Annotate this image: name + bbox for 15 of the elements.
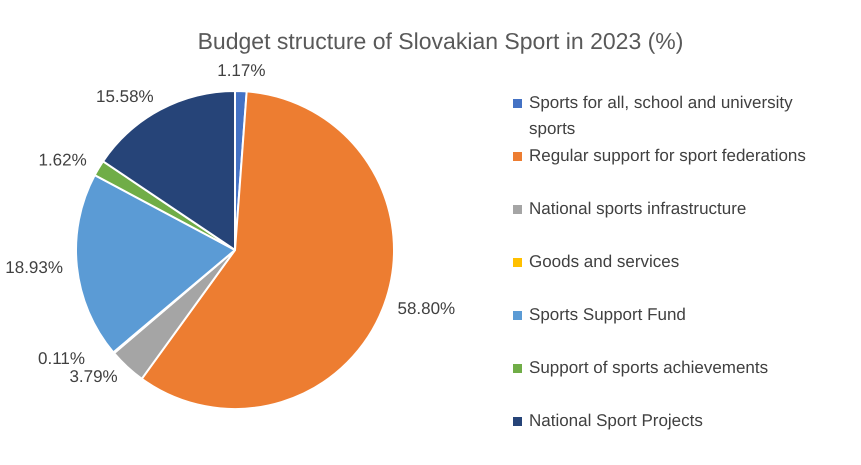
data-label: 58.80% (398, 299, 456, 318)
data-label: 0.11% (38, 348, 86, 368)
legend-label: Goods and services (529, 251, 680, 273)
legend-label: National sports infrastructure (529, 198, 746, 220)
legend-label: National Sport Projects (529, 410, 703, 432)
legend-label: Support of sports achievements (529, 357, 768, 379)
legend-label: Sports for all, school and university sports (529, 92, 794, 140)
data-label: 15.58% (96, 87, 154, 106)
chart-title: Budget structure of Slovakian Sport in 2023 (%) (196, 28, 684, 55)
data-label: 1.62% (38, 150, 87, 170)
data-label: 18.93% (5, 258, 63, 277)
data-label: 1.17% (217, 60, 266, 80)
legend-label: Regular support for sport federations (529, 145, 806, 167)
data-label: 3.79% (69, 366, 118, 386)
legend-label: Sports Support Fund (529, 304, 686, 326)
